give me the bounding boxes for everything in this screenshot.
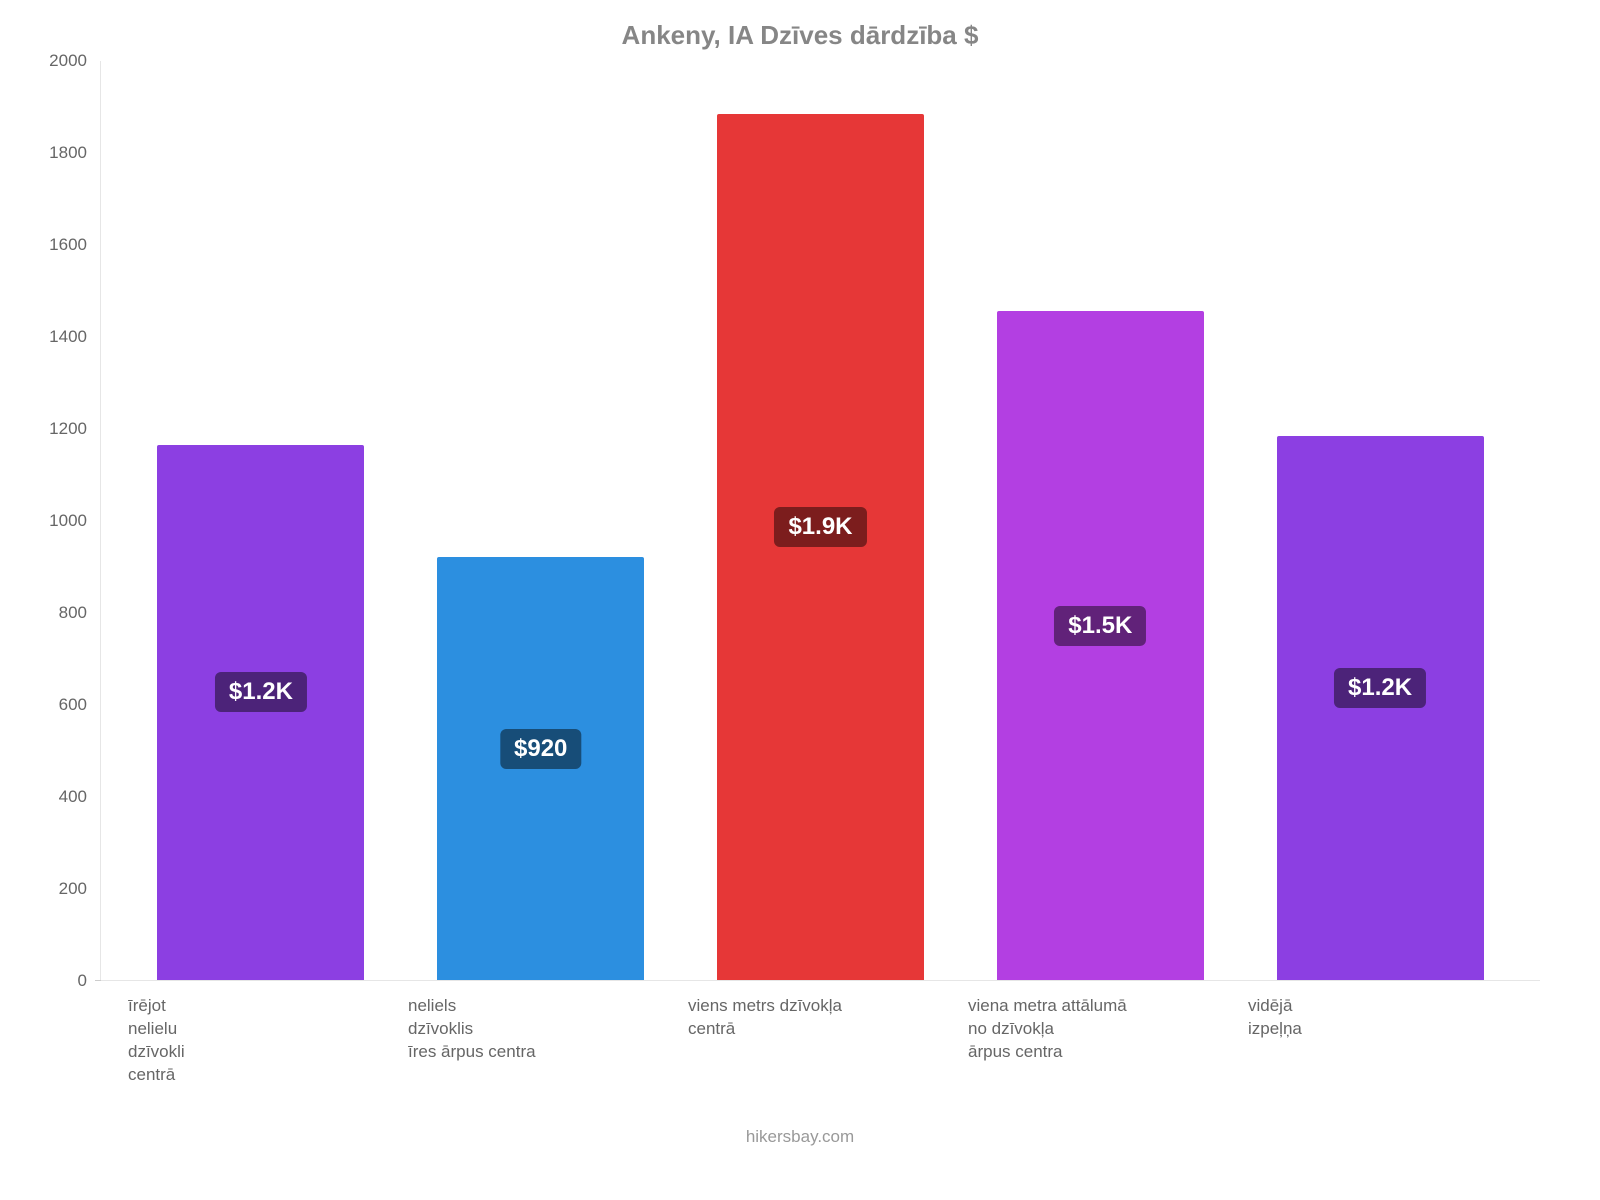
bar-slot: $1.2K [121,61,401,980]
y-tick-label: 1000 [37,511,87,531]
bar-value-label: $1.2K [215,672,307,712]
y-tick-label: 2000 [37,51,87,71]
bar: $1.2K [157,445,364,980]
x-tick-label: vidējāizpeļņa [1240,995,1520,1087]
x-tick-label: īrējotnelieludzīvoklicentrā [120,995,400,1087]
bar-slot: $1.5K [960,61,1240,980]
chart-container: Ankeny, IA Dzīves dārdzība $ 02004006008… [0,0,1600,1200]
x-tick-label: viens metrs dzīvokļacentrā [680,995,960,1087]
bar: $1.2K [1277,436,1484,981]
x-tick-label: nelielsdzīvoklisīres ārpus centra [400,995,680,1087]
y-tick-label: 1800 [37,143,87,163]
x-tick-label: viena metra attālumāno dzīvokļaārpus cen… [960,995,1240,1087]
y-tick-label: 600 [37,695,87,715]
bar-slot: $920 [401,61,681,980]
bar: $1.9K [717,114,924,980]
bar-value-label: $1.5K [1054,606,1146,646]
y-tick-label: 0 [37,971,87,991]
bars-group: $1.2K $920 $1.9K $1.5K $1.2K [101,61,1540,980]
y-tick-label: 400 [37,787,87,807]
y-tick-label: 1200 [37,419,87,439]
bar: $920 [437,557,644,980]
attribution-text: hikersbay.com [40,1127,1560,1147]
bar: $1.5K [997,311,1204,980]
bar-value-label: $920 [500,729,581,769]
y-axis: 0200400600800100012001400160018002000 [40,61,95,981]
y-tick-label: 1400 [37,327,87,347]
x-axis-labels: īrējotnelieludzīvoklicentrānelielsdzīvok… [100,981,1540,1087]
bar-slot: $1.9K [681,61,961,980]
chart-title: Ankeny, IA Dzīves dārdzība $ [40,20,1560,51]
bar-value-label: $1.2K [1334,668,1426,708]
axis-origin-tick [95,980,101,981]
bar-slot: $1.2K [1240,61,1520,980]
plot-area: $1.2K $920 $1.9K $1.5K $1.2K [100,61,1540,981]
bar-value-label: $1.9K [774,507,866,547]
y-tick-label: 1600 [37,235,87,255]
y-tick-label: 200 [37,879,87,899]
plot-wrap: 0200400600800100012001400160018002000 $1… [100,61,1540,981]
y-tick-label: 800 [37,603,87,623]
